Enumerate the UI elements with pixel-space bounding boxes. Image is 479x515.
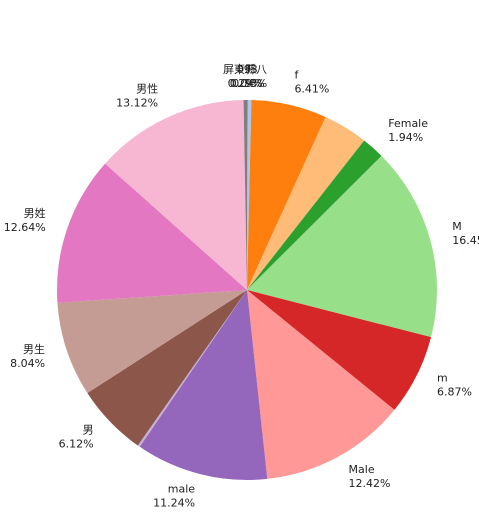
slice-percent: 8.04%: [10, 357, 45, 370]
pie-slice: [87, 290, 247, 446]
pie-slice: [247, 100, 326, 290]
slice-label: M: [452, 220, 462, 233]
slice-percent: 0.33%: [232, 77, 267, 90]
pie-slice: [247, 140, 382, 290]
slice-label: m: [437, 372, 448, 385]
slice-percent: 0.04%: [230, 77, 265, 90]
slice-label: Female: [388, 117, 428, 130]
pie-slice: [243, 100, 247, 290]
pie-slice: [247, 290, 395, 479]
slice-percent: 6.87%: [437, 386, 472, 399]
slice-percent: 12.64%: [4, 221, 46, 234]
pie-slice: [247, 117, 365, 291]
pie-slice: [247, 155, 438, 338]
pie-slice: [57, 290, 247, 394]
slice-percent: 12.42%: [349, 477, 391, 490]
slice-label: Male: [349, 463, 375, 476]
slice-percent: 11.24%: [153, 496, 195, 509]
slice-label: F: [247, 63, 253, 76]
pie-slice: [105, 100, 247, 290]
slice-percent: 0.29%: [228, 77, 263, 90]
slice-label: 男性: [136, 82, 158, 96]
slice-label: 男生: [23, 342, 45, 356]
slice-percent: 6.12%: [59, 437, 94, 450]
slice-label: male: [168, 482, 196, 495]
slice-percent: 1.94%: [388, 131, 423, 144]
slice-percent: 6.41%: [294, 83, 329, 96]
pie-slice: [139, 290, 268, 480]
slice-label: f: [294, 69, 299, 82]
pie-slice: [57, 163, 247, 303]
slice-percent: 16.45%: [452, 234, 479, 247]
pie-slice: [137, 290, 247, 447]
slice-label: 男: [83, 423, 94, 436]
slice-percent: 13.12%: [116, 97, 158, 110]
slice-label: 093: [237, 63, 258, 76]
pie-slice: [247, 100, 252, 290]
slice-label: 屏東縣八: [223, 63, 267, 76]
slice-label: 男姓: [24, 206, 46, 220]
pie-slice: [247, 290, 432, 410]
